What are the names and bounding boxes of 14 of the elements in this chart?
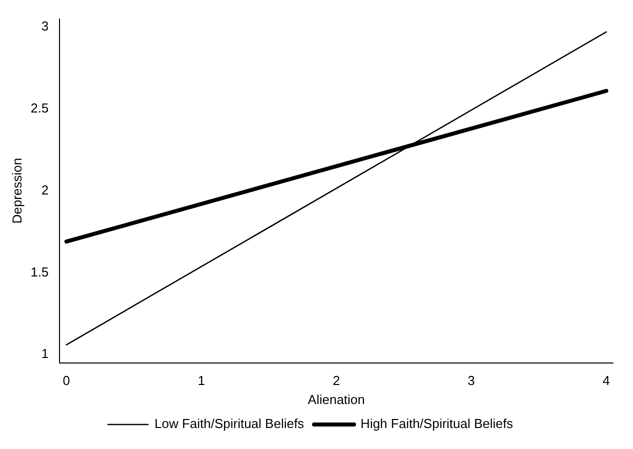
y-tick-label: 2.5	[30, 100, 49, 116]
y-tick-label: 2	[41, 182, 49, 198]
x-tick-label: 4	[602, 373, 610, 388]
x-tick-label: 1	[198, 373, 205, 388]
legend-label: High Faith/Spiritual Beliefs	[360, 416, 514, 432]
x-axis-title: Alienation	[308, 392, 365, 407]
y-axis-title: Depression	[9, 158, 24, 224]
y-tick-label: 1.5	[30, 264, 49, 280]
x-tick-label: 2	[332, 373, 340, 388]
y-tick-label: 3	[41, 18, 49, 34]
y-tick-label: 1	[41, 346, 49, 362]
legend-label: Low Faith/Spiritual Beliefs	[154, 416, 305, 432]
x-tick-label: 3	[468, 373, 475, 388]
x-tick-label: 0	[62, 373, 70, 388]
